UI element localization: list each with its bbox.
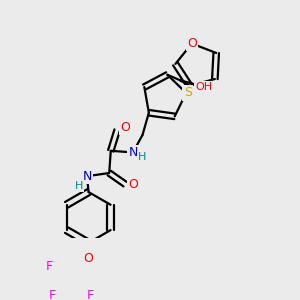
Text: O: O — [120, 121, 130, 134]
Text: S: S — [184, 86, 192, 99]
Text: N: N — [82, 170, 92, 183]
Text: OH: OH — [195, 82, 212, 92]
Text: O: O — [84, 252, 94, 265]
Text: F: F — [45, 260, 52, 273]
Text: H: H — [75, 181, 83, 191]
Text: N: N — [128, 146, 138, 159]
Text: H: H — [138, 152, 147, 162]
Text: O: O — [128, 178, 138, 190]
Text: F: F — [49, 289, 56, 300]
Text: O: O — [187, 37, 197, 50]
Text: F: F — [87, 289, 94, 300]
